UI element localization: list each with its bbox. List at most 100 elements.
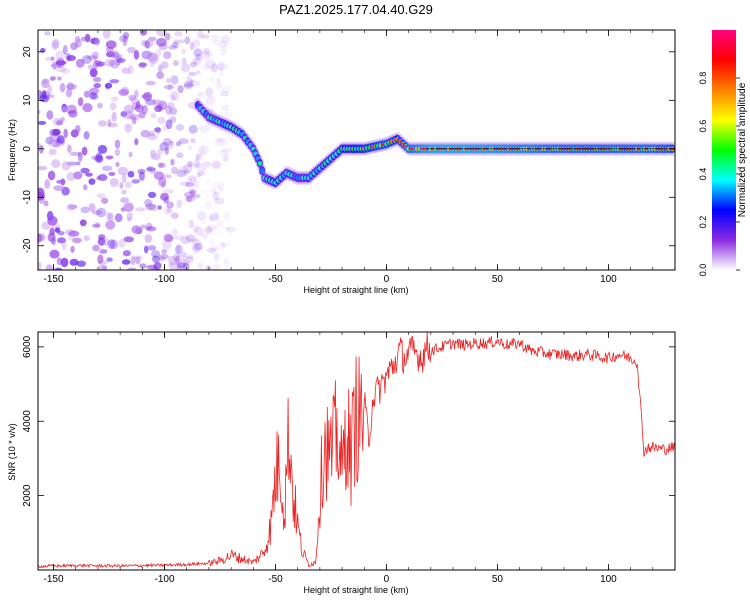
spectrogram-noise-blob [175,141,182,147]
spectrogram-y-tick-label: 0 [22,146,33,152]
spectrogram-noise-blob [122,250,131,257]
spectrogram-noise-blob [120,197,130,204]
spectrogram-noise-blob [165,119,173,130]
spectrogram-noise-blob [185,178,193,187]
spectrogram-noise-blob [188,189,197,194]
spectrogram-noise-blob [197,91,205,97]
spectrogram-noise-blob [214,137,226,147]
spectrogram-noise-blob [217,63,228,71]
spectrogram-noise-blob [38,191,45,201]
spectrogram-noise-blob [51,236,56,245]
spectrogram-noise-blob [124,123,132,133]
spectrogram-noise-blob [159,142,169,152]
spectrogram-noise-blob [86,55,98,60]
spectrogram-noise-blob [108,171,116,176]
spectrogram-noise-blob [201,47,210,55]
colorbar-ticks: 0.0 0.2 0.4 0.6 0.8 [698,72,740,276]
spectrogram-x-tick-label: 50 [492,274,504,285]
spectrogram-noise-blob [173,234,184,241]
snr-y-tick-label: 4000 [22,410,33,433]
spectrogram-noise-blob [182,164,193,173]
spectrogram-noise-blob [96,207,107,218]
spectrogram-noise-blob [188,191,197,197]
spectrogram-noise-blob [204,59,216,69]
spectrogram-noise-blob [143,245,149,254]
spectrogram-noise-blob [60,178,66,186]
spectrogram-noise-blob [193,226,204,236]
spectrogram-noise-blob [81,54,92,64]
spectrogram-noise-blob [99,249,108,254]
spectrogram-noise-blob [97,174,108,182]
spectrogram-noise-blob [205,95,216,106]
spectrogram-noise-blob [205,264,212,270]
spectrogram-noise-blob [193,161,205,171]
spectrogram-ridge-core [257,161,263,166]
spectrogram-noise-blob [204,226,213,234]
spectrogram-noise-blob [188,71,197,76]
spectrogram-noise-blob [67,144,72,153]
spectrogram-noise-blob [65,88,73,98]
spectrogram-noise-blob [170,75,179,85]
spectrogram-noise-blob [60,117,65,122]
spectrogram-noise-blob [171,95,176,101]
spectrogram-noise-blob [83,131,90,140]
spectrogram-noise-blob [178,138,189,145]
spectrogram-noise-blob [42,80,48,85]
spectrogram-noise-blob [158,254,170,260]
spectrogram-noise-blob [187,161,194,167]
spectrogram-noise-blob [190,176,197,187]
spectrogram-noise-blob [179,181,191,187]
spectrogram-noise-blob [133,49,140,60]
spectrogram-x-tick-label: 100 [600,274,617,285]
spectrogram-noise-blob [45,264,54,270]
spectrogram-noise-blob [133,255,143,260]
spectrogram-noise-blob [82,103,93,113]
spectrogram-noise-blob [121,259,131,265]
spectrogram-noise-blob [171,227,178,236]
spectrogram-noise-blob [217,40,228,49]
spectrogram-noise-blob [175,244,181,255]
spectrogram-x-tick-label: -100 [155,274,175,285]
spectrogram-noise-blob [193,242,203,251]
spectrogram-noise-blob [131,116,137,125]
spectrogram-noise-blob [54,267,63,270]
spectrogram-noise-blob [83,235,90,241]
spectrogram-noise-blob [107,118,112,127]
spectrogram-noise-blob [152,266,159,270]
spectrogram-noise-blob [197,30,204,39]
spectrogram-noise-blob [94,39,100,46]
spectrogram-noise-blob [54,227,61,233]
spectrogram-noise-blob [170,166,179,175]
spectrogram-noise-blob [163,174,172,179]
spectrogram-noise-blob [61,106,68,112]
spectrogram-noise-blob [201,64,211,71]
spectrogram-noise-blob [195,70,201,75]
spectrogram-noise-blob [55,60,67,66]
spectrogram-noise-blob [176,199,183,209]
spectrogram-noise-blob [206,178,211,184]
spectrogram-noise-blob [93,82,101,89]
spectrogram-noise-blob [214,252,219,261]
spectrogram-noise-blob [209,76,216,83]
spectrogram-noise-blob [163,51,172,60]
spectrogram-noise-blob [89,67,98,78]
spectrogram-x-axis-label: Height of straight line (km) [303,285,408,295]
spectrogram-noise-blob [221,104,230,112]
spectrogram-noise-blob [106,257,113,262]
spectrogram-noise-blob [199,188,209,194]
spectrogram-noise-blob [214,197,225,205]
spectrogram-noise-blob [59,82,66,93]
snr-x-tick-label: -150 [44,574,64,585]
spectrogram-noise-blob [216,60,225,66]
snr-x-axis-label: Height of straight line (km) [303,585,408,595]
snr-x-tick-label: 0 [384,574,390,585]
spectrogram-noise-blob [206,247,217,253]
spectrogram-noise-blob [183,191,194,198]
spectrogram-noise-blob [178,251,187,258]
spectrogram-noise-blob [83,90,90,98]
spectrogram-noise-blob [49,249,60,259]
spectrogram-noise-blob [161,248,168,255]
spectrogram-noise-blob [191,239,202,246]
spectrogram-noise-blob [150,153,161,160]
